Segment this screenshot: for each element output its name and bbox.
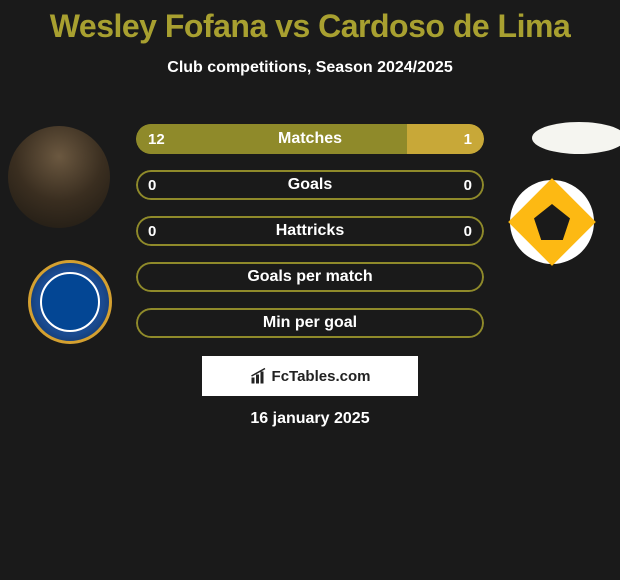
chart-icon <box>250 367 268 385</box>
stat-label: Goals per match <box>136 268 484 286</box>
stat-label: Goals <box>136 176 484 194</box>
date-text: 16 january 2025 <box>0 410 620 428</box>
stat-row-hattricks: 0 Hattricks 0 <box>136 216 484 246</box>
club-badge-left <box>28 260 112 344</box>
stats-container: 12 Matches 1 0 Goals 0 0 Hattricks 0 Goa… <box>136 124 484 354</box>
stat-row-mpg: Min per goal <box>136 308 484 338</box>
stat-label: Matches <box>136 130 484 148</box>
attribution-badge: FcTables.com <box>202 356 418 396</box>
club-badge-right <box>510 180 594 264</box>
stat-value-right: 0 <box>464 223 472 240</box>
player-photo-left <box>8 126 110 228</box>
subtitle: Club competitions, Season 2024/2025 <box>0 59 620 77</box>
stat-value-right: 1 <box>464 131 472 148</box>
page-title: Wesley Fofana vs Cardoso de Lima <box>0 0 620 45</box>
stat-row-goals: 0 Goals 0 <box>136 170 484 200</box>
stat-label: Min per goal <box>136 314 484 332</box>
stat-row-gpm: Goals per match <box>136 262 484 292</box>
attribution-text: FcTables.com <box>272 368 371 385</box>
stat-value-right: 0 <box>464 177 472 194</box>
player-photo-right <box>532 122 620 154</box>
stat-row-matches: 12 Matches 1 <box>136 124 484 154</box>
stat-label: Hattricks <box>136 222 484 240</box>
